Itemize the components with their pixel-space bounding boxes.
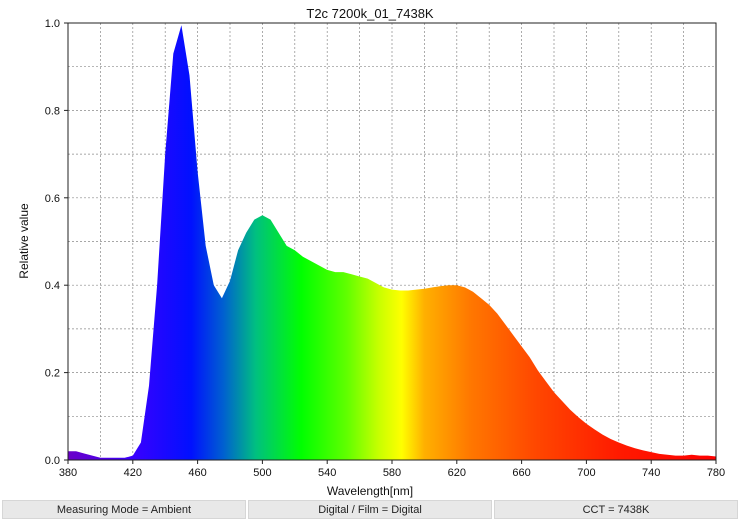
y-tick-label: 0.2 [45,368,60,380]
y-tick-label: 0.6 [45,193,60,205]
y-tick-label: 0.8 [45,105,60,117]
status-bar: Measuring Mode = Ambient Digital / Film … [2,500,738,519]
x-tick-label: 620 [448,467,466,479]
x-tick-label: 500 [253,467,271,479]
y-tick-label: 0.4 [45,280,60,292]
digital-film-status: Digital / Film = Digital [248,500,492,519]
x-tick-label: 460 [188,467,206,479]
y-tick-label: 0.0 [45,455,60,467]
x-axis-label: Wavelength[nm] [326,484,414,498]
spectrum-area [68,25,716,460]
x-tick-label: 580 [383,467,401,479]
chart-title: T2c 7200k_01_7438K [306,6,434,21]
spectrum-chart: 380 420 460 500 540 580 620 660 700 740 780 0.0 0.2 0… [45,18,725,479]
x-tick-label: 740 [642,467,660,479]
x-tick-label: 420 [124,467,142,479]
x-tick-label: 700 [577,467,595,479]
measuring-mode-status: Measuring Mode = Ambient [2,500,246,519]
x-tick-label: 780 [707,467,725,479]
cct-status: CCT = 7438K [494,500,738,519]
x-tick-label: 540 [318,467,336,479]
x-tick-label: 660 [512,467,530,479]
x-tick-label: 380 [59,467,77,479]
y-tick-label: 1.0 [45,18,60,30]
